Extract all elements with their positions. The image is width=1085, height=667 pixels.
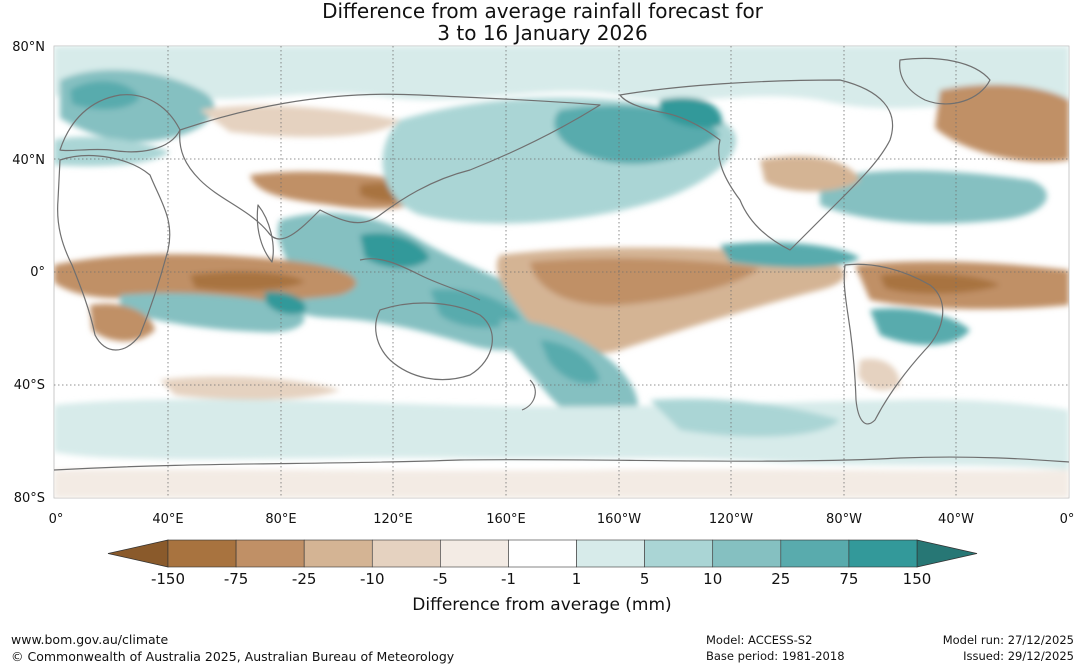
- coast-australia: [375, 302, 493, 381]
- shade-atlantic-dry-north: [935, 84, 1069, 162]
- lat-axis-labels: 80°N 40°N 0° 40°S 80°S: [12, 40, 45, 506]
- colorbar-tick-label: 75: [839, 570, 858, 588]
- colorbar-bin: [167, 539, 237, 568]
- lon-label: 120°W: [709, 512, 753, 527]
- footer-run-info: Model run: 27/12/2025 Issued: 29/12/2025: [943, 632, 1074, 664]
- colorbar-bin: [508, 539, 577, 568]
- lat-label: 80°S: [14, 491, 45, 506]
- colorbar-bin: [576, 539, 645, 568]
- graticule: [54, 46, 1069, 498]
- colorbar-tick-label: -150: [151, 570, 185, 588]
- legend-title: Difference from average (mm): [412, 595, 671, 615]
- lon-axis-labels: 0° 40°E 80°E 120°E 160°E 160°W 120°W 80°…: [49, 512, 1075, 527]
- coast-africa: [57, 155, 171, 351]
- coastlines: [54, 57, 1069, 471]
- colorbar-extension-high: [916, 539, 978, 568]
- shade-southern-africa-dry: [90, 303, 155, 342]
- lon-label: 160°W: [597, 512, 641, 527]
- colorbar-bin: [848, 539, 918, 568]
- shade-arctic-wet: [54, 46, 1069, 109]
- coast-greenland: [899, 57, 991, 105]
- map-title-line1: Difference from average rainfall forecas…: [322, 0, 763, 23]
- shade-south-indian-wet: [120, 293, 305, 333]
- lon-label: 40°E: [152, 512, 183, 527]
- colorbar-tick-label: 150: [903, 570, 932, 588]
- colorbar-tick-label: -25: [292, 570, 317, 588]
- coast-asia: [179, 93, 601, 240]
- footer-website: www.bom.gov.au/climate: [11, 632, 169, 647]
- footer-base-period: Base period: 1981-2018: [706, 649, 845, 663]
- coast-antarctica: [54, 456, 1069, 471]
- footer-attribution: www.bom.gov.au/climate © Commonwealth of…: [11, 631, 454, 665]
- shade-spcz-wet-core: [540, 340, 600, 384]
- shade-atlantic-dry-equator-core: [880, 273, 1000, 294]
- coast-new-zealand: [521, 379, 536, 411]
- colorbar-bin: [644, 539, 714, 568]
- colorbar-tick-label: -1: [501, 570, 516, 588]
- shade-alaska-wet: [660, 97, 723, 128]
- shade-south-pacific-wet: [650, 398, 840, 437]
- lat-label: 40°S: [14, 378, 45, 393]
- lon-label: 80°W: [826, 512, 862, 527]
- map-title: Difference from average rainfall forecas…: [0, 0, 1085, 44]
- lat-label: 40°N: [12, 153, 45, 168]
- lon-label: 80°E: [265, 512, 296, 527]
- colorbar-tick-label: -5: [433, 570, 448, 588]
- footer-model: Model: ACCESS-S2: [706, 633, 813, 647]
- colorbar-bin: [235, 539, 305, 568]
- legend-colorbar: [107, 539, 978, 568]
- shade-south-america-wet: [870, 308, 970, 345]
- colorbar-bin: [440, 539, 509, 568]
- colorbar-tick-label: -10: [360, 570, 385, 588]
- lon-label: 40°W: [938, 512, 974, 527]
- map-title-line2: 3 to 16 January 2026: [437, 21, 648, 45]
- colorbar-bin: [371, 539, 441, 568]
- footer-model-run: Model run: 27/12/2025: [942, 633, 1074, 647]
- legend-tick-labels: -150 -75 -25 -10 -5 -1 1 5 10 25 75 150: [151, 570, 931, 588]
- lon-label: 120°E: [373, 512, 413, 527]
- lat-label: 0°: [30, 265, 45, 280]
- shade-east-pacific-wet: [720, 242, 860, 268]
- footer-copyright: © Commonwealth of Australia 2025, Austra…: [11, 649, 455, 664]
- colorbar-tick-label: 25: [771, 570, 790, 588]
- colorbar-bin: [780, 539, 850, 568]
- footer-model-info: Model: ACCESS-S2 Base period: 1981-2018: [706, 632, 845, 664]
- colorbar-tick-label: -75: [224, 570, 249, 588]
- shade-south-indian-wet-core: [265, 291, 306, 315]
- colorbar-tick-label: 1: [572, 570, 582, 588]
- shade-scandinavia-wet: [70, 81, 140, 110]
- shade-southern-ocean-dry: [160, 376, 340, 400]
- colorbar-extension-low: [107, 539, 169, 568]
- shade-asia-dry: [200, 105, 400, 137]
- shade-equatorial-indian-dry-core: [190, 271, 305, 291]
- colorbar-bin: [303, 539, 373, 568]
- anomaly-shading: [54, 46, 1069, 498]
- coast-south-america: [843, 263, 944, 425]
- footer-issued: Issued: 29/12/2025: [963, 649, 1074, 663]
- lon-label: 0°: [49, 512, 64, 527]
- shade-patagonia-dry: [858, 358, 900, 391]
- colorbar-tick-label: 5: [640, 570, 650, 588]
- coast-maritime: [359, 258, 481, 301]
- colorbar-bin: [712, 539, 782, 568]
- lon-label: 160°E: [486, 512, 526, 527]
- coast-north-america: [619, 79, 894, 251]
- lon-label: 0°: [1060, 512, 1075, 527]
- lat-label: 80°N: [12, 40, 45, 55]
- shade-central-pacific-dry-core: [530, 258, 760, 306]
- shade-maritime-wet-core-2: [430, 289, 520, 328]
- colorbar-tick-label: 10: [703, 570, 722, 588]
- coast-india: [256, 204, 274, 263]
- shade-antarctic-dry: [54, 469, 1069, 498]
- shade-us-dry: [760, 156, 860, 192]
- shade-north-atlantic-wet: [820, 170, 1047, 224]
